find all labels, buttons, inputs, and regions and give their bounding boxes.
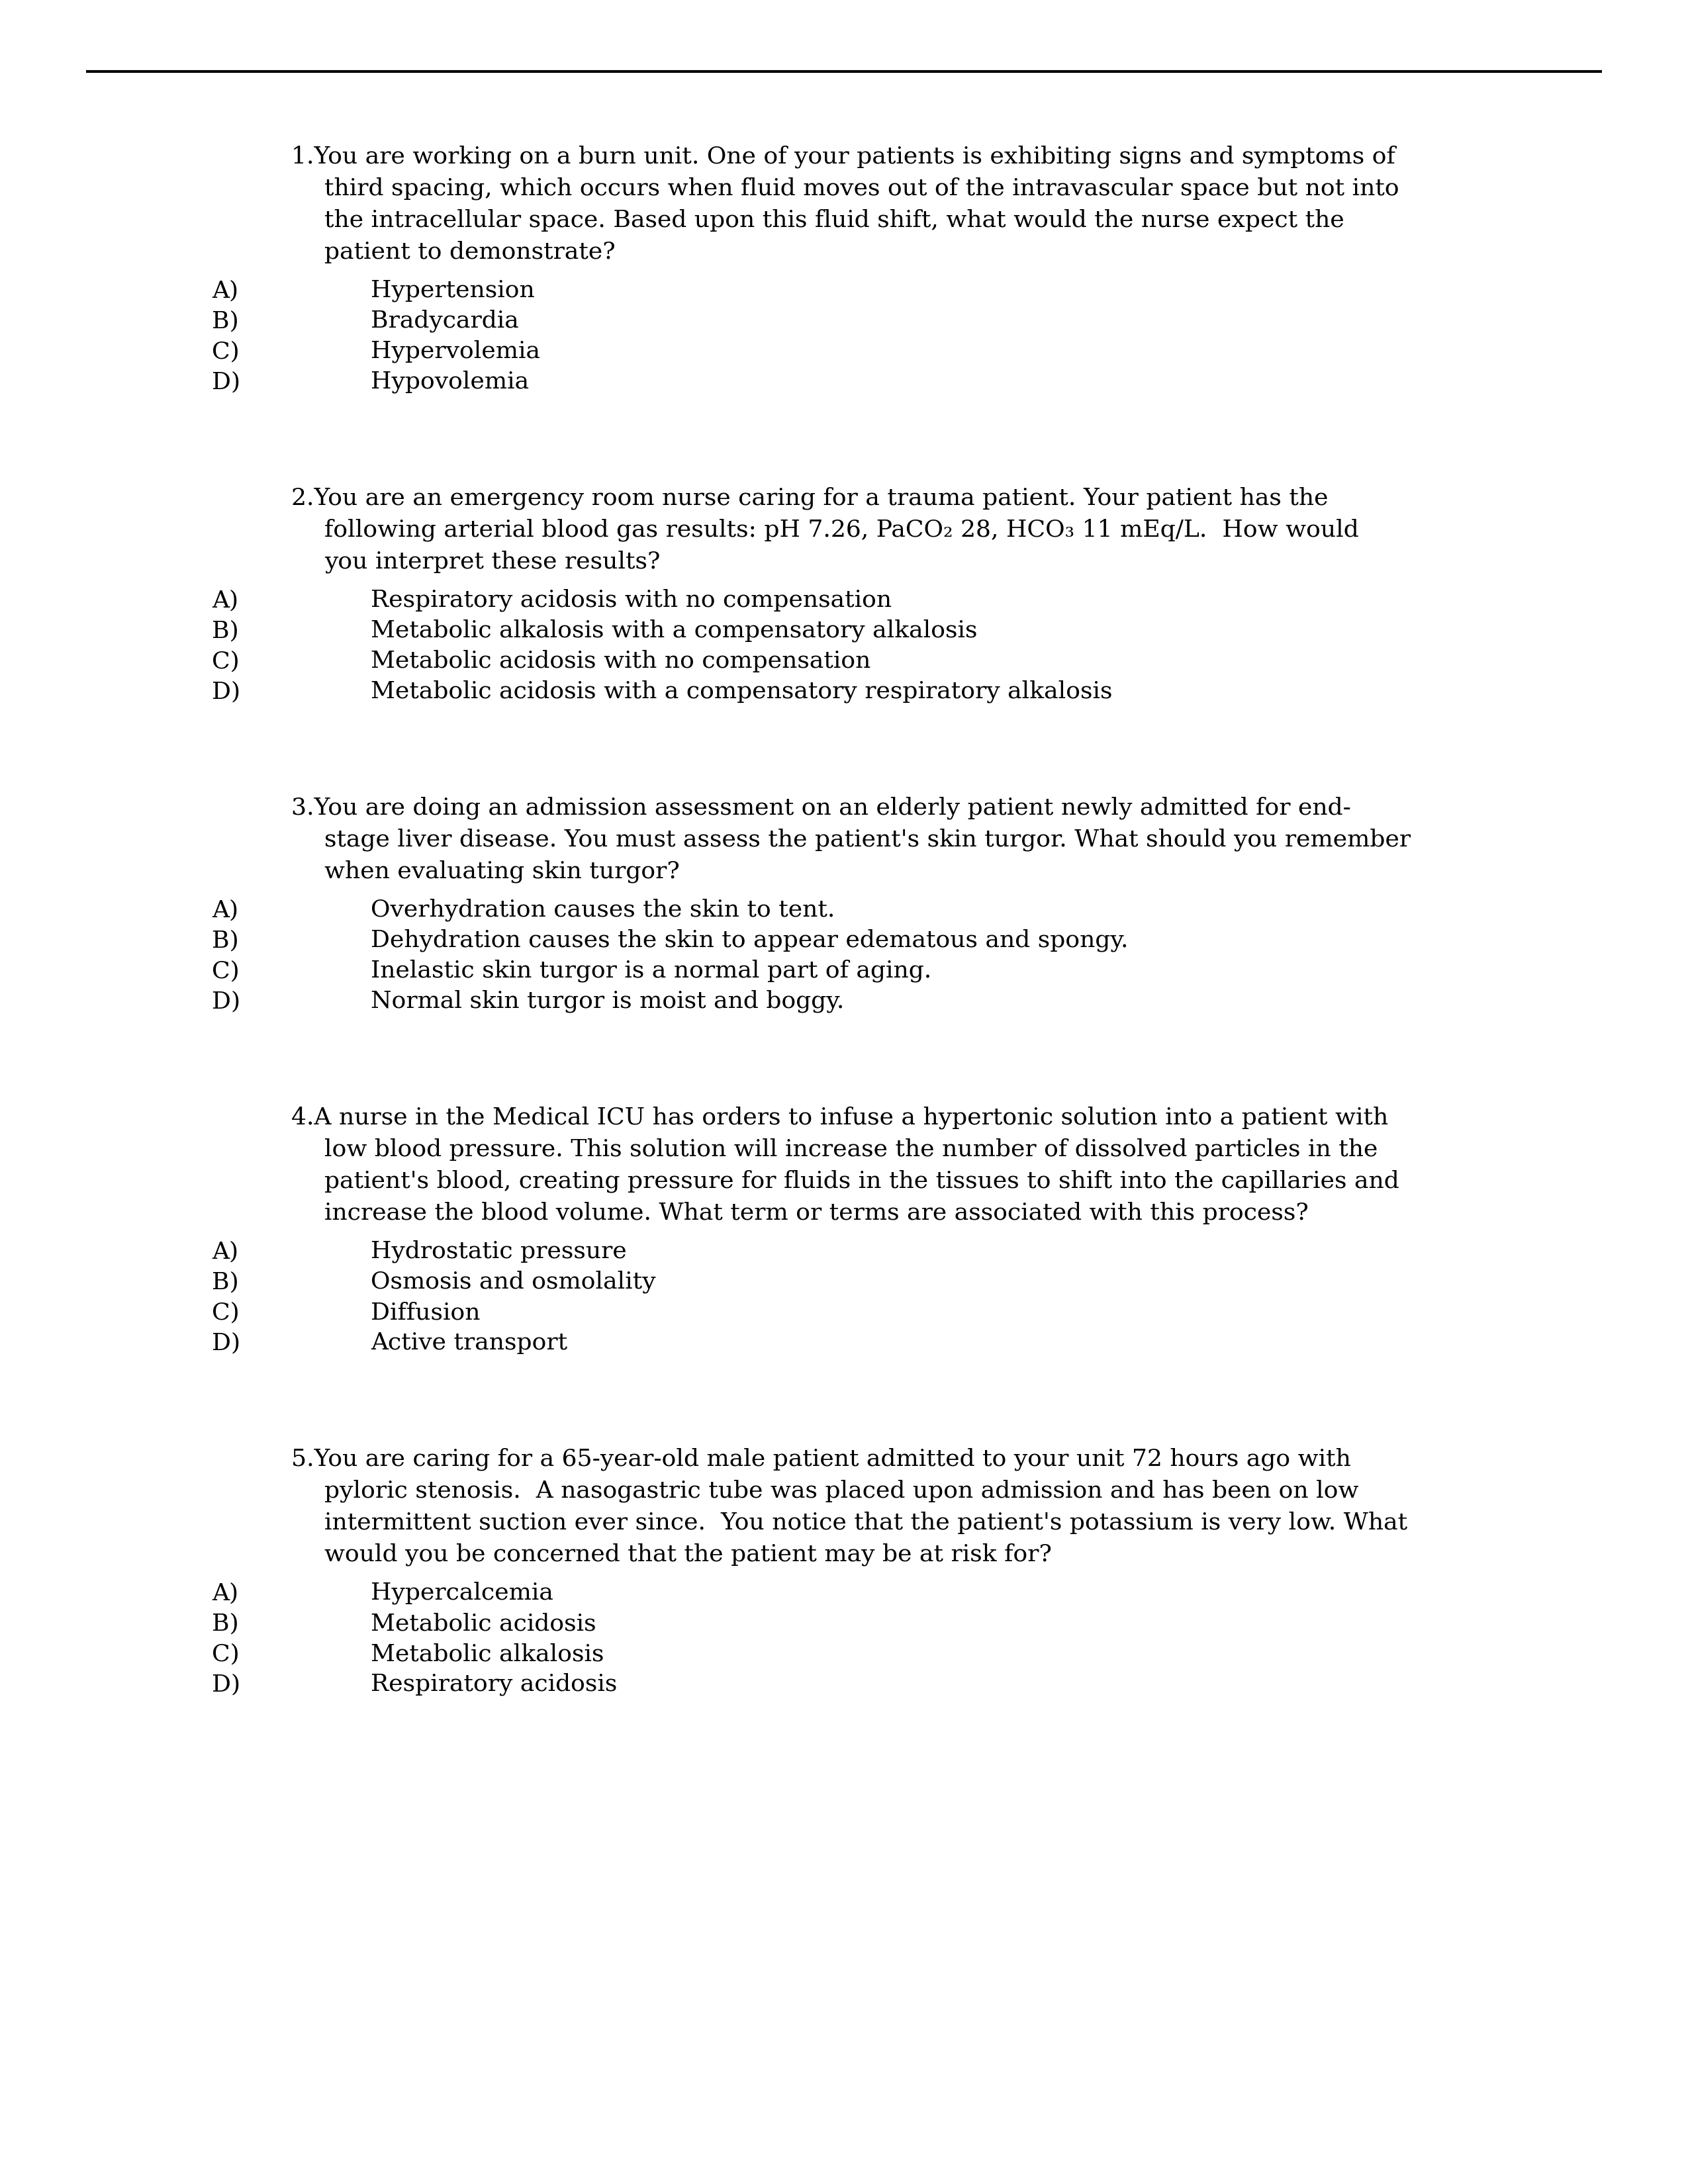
- Text: D): D): [211, 989, 240, 1013]
- Text: A): A): [211, 1241, 238, 1262]
- Text: low blood pressure. This solution will increase the number of dissolved particle: low blood pressure. This solution will i…: [324, 1138, 1377, 1162]
- Text: pyloric stenosis.  A nasogastric tube was placed upon admission and has been on : pyloric stenosis. A nasogastric tube was…: [324, 1481, 1359, 1503]
- Text: patient to demonstrate?: patient to demonstrate?: [324, 240, 616, 264]
- Text: following arterial blood gas results: pH 7.26, PaCO₂ 28, HCO₃ 11 mEq/L.  How wou: following arterial blood gas results: pH…: [324, 520, 1359, 542]
- Text: Active transport: Active transport: [371, 1332, 567, 1354]
- Text: D): D): [211, 371, 240, 393]
- Text: Metabolic alkalosis with a compensatory alkalosis: Metabolic alkalosis with a compensatory …: [371, 620, 977, 642]
- Text: C): C): [211, 1642, 240, 1664]
- Text: when evaluating skin turgor?: when evaluating skin turgor?: [324, 860, 680, 882]
- Text: D): D): [211, 1673, 240, 1695]
- Text: C): C): [211, 959, 240, 983]
- Text: Hypervolemia: Hypervolemia: [371, 341, 540, 363]
- Text: C): C): [211, 651, 240, 673]
- Text: A): A): [211, 280, 238, 301]
- Text: Normal skin turgor is moist and boggy.: Normal skin turgor is moist and boggy.: [371, 989, 844, 1013]
- Text: Dehydration causes the skin to appear edematous and spongy.: Dehydration causes the skin to appear ed…: [371, 928, 1128, 952]
- Text: Metabolic alkalosis: Metabolic alkalosis: [371, 1642, 604, 1664]
- Text: third spacing, which occurs when fluid moves out of the intravascular space but : third spacing, which occurs when fluid m…: [324, 177, 1399, 201]
- Text: Metabolic acidosis with no compensation: Metabolic acidosis with no compensation: [371, 651, 871, 673]
- Text: B): B): [211, 620, 238, 642]
- Text: would you be concerned that the patient may be at risk for?: would you be concerned that the patient …: [324, 1544, 1052, 1566]
- Text: A): A): [211, 900, 238, 922]
- Text: Hypovolemia: Hypovolemia: [371, 371, 528, 393]
- Text: Hypercalcemia: Hypercalcemia: [371, 1581, 554, 1605]
- Text: patient's blood, creating pressure for fluids in the tissues to shift into the c: patient's blood, creating pressure for f…: [324, 1171, 1399, 1192]
- Text: Respiratory acidosis: Respiratory acidosis: [371, 1673, 618, 1697]
- Text: A): A): [211, 1581, 238, 1605]
- Text: Inelastic skin turgor is a normal part of aging.: Inelastic skin turgor is a normal part o…: [371, 959, 932, 983]
- Text: the intracellular space. Based upon this fluid shift, what would the nurse expec: the intracellular space. Based upon this…: [324, 210, 1344, 232]
- Text: 5.You are caring for a 65-year-old male patient admitted to your unit 72 hours a: 5.You are caring for a 65-year-old male …: [292, 1448, 1350, 1470]
- Text: 1.You are working on a burn unit. One of your patients is exhibiting signs and s: 1.You are working on a burn unit. One of…: [292, 146, 1396, 168]
- Text: Metabolic acidosis with a compensatory respiratory alkalosis: Metabolic acidosis with a compensatory r…: [371, 681, 1112, 703]
- Text: you interpret these results?: you interpret these results?: [324, 550, 660, 574]
- Text: Diffusion: Diffusion: [371, 1302, 481, 1324]
- Text: Hydrostatic pressure: Hydrostatic pressure: [371, 1241, 626, 1262]
- Text: Osmosis and osmolality: Osmosis and osmolality: [371, 1271, 655, 1293]
- Text: Overhydration causes the skin to tent.: Overhydration causes the skin to tent.: [371, 900, 836, 922]
- Text: 3.You are doing an admission assessment on an elderly patient newly admitted for: 3.You are doing an admission assessment …: [292, 797, 1350, 819]
- Text: B): B): [211, 310, 238, 332]
- Text: increase the blood volume. What term or terms are associated with this process?: increase the blood volume. What term or …: [324, 1201, 1308, 1225]
- Text: D): D): [211, 681, 240, 703]
- Text: Metabolic acidosis: Metabolic acidosis: [371, 1612, 596, 1634]
- Text: A): A): [211, 590, 238, 612]
- Text: B): B): [211, 1612, 238, 1634]
- Text: stage liver disease. You must assess the patient's skin turgor. What should you : stage liver disease. You must assess the…: [324, 828, 1411, 852]
- Text: B): B): [211, 928, 238, 952]
- Text: Hypertension: Hypertension: [371, 280, 535, 301]
- Text: Respiratory acidosis with no compensation: Respiratory acidosis with no compensatio…: [371, 590, 891, 612]
- Text: intermittent suction ever since.  You notice that the patient's potassium is ver: intermittent suction ever since. You not…: [324, 1511, 1408, 1535]
- Text: 2.You are an emergency room nurse caring for a trauma patient. Your patient has : 2.You are an emergency room nurse caring…: [292, 487, 1328, 509]
- Text: D): D): [211, 1332, 240, 1354]
- Text: C): C): [211, 341, 240, 363]
- Text: Bradycardia: Bradycardia: [371, 310, 518, 332]
- Text: C): C): [211, 1302, 240, 1324]
- Text: 4.A nurse in the Medical ICU has orders to infuse a hypertonic solution into a p: 4.A nurse in the Medical ICU has orders …: [292, 1107, 1388, 1129]
- Text: B): B): [211, 1271, 238, 1293]
